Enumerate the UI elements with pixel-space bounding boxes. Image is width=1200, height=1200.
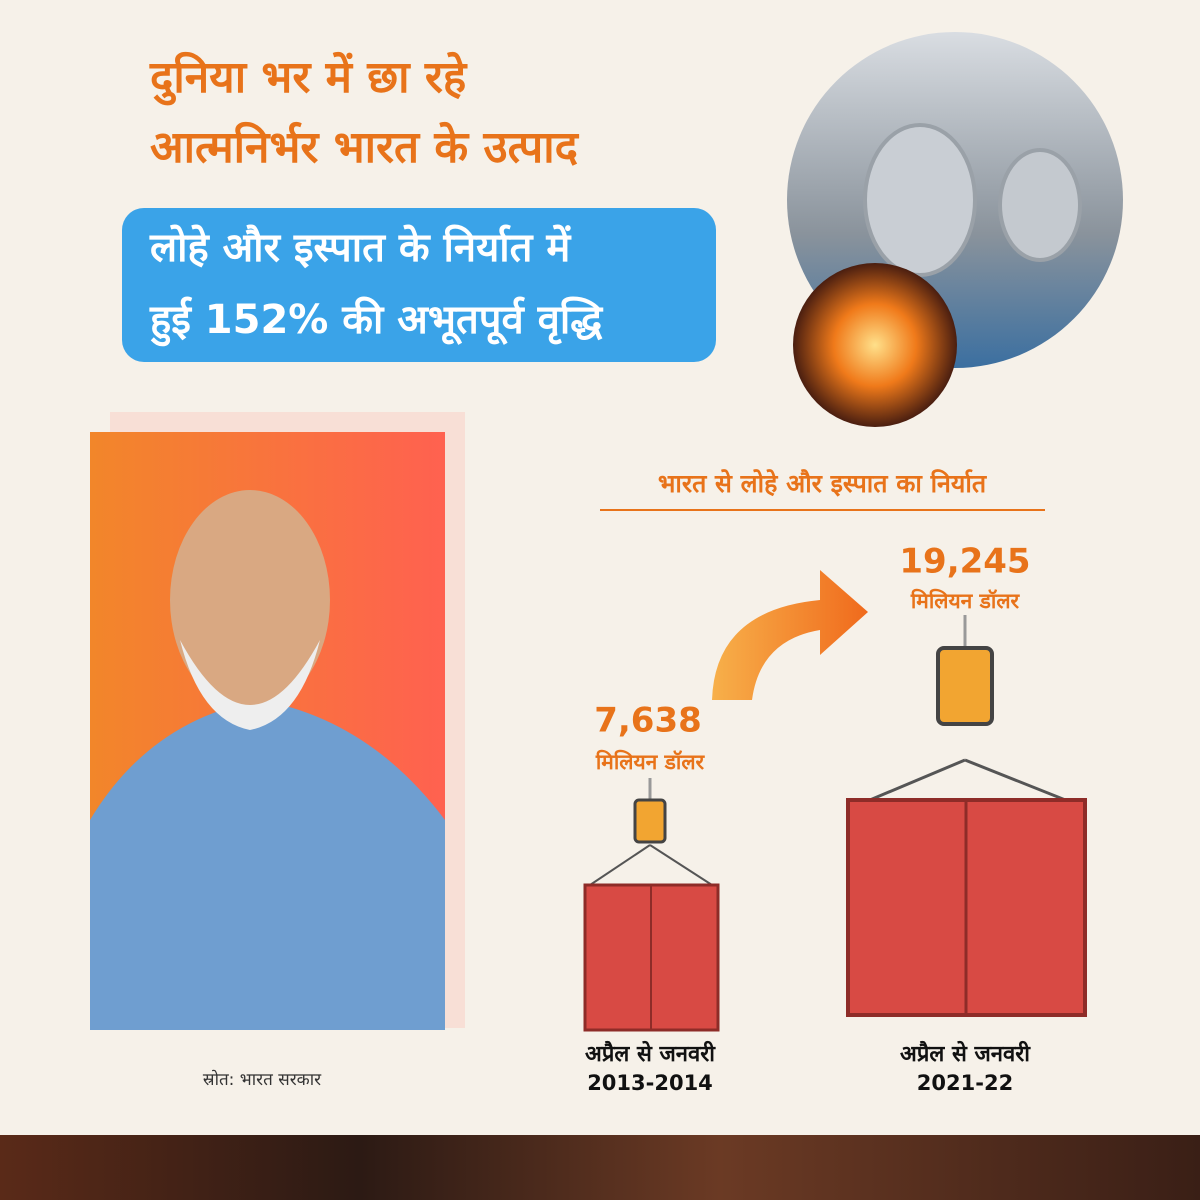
period: अप्रैल से जनवरी [585, 1040, 716, 1067]
source: स्रोत: भारत सरकार [203, 1069, 322, 1090]
title-line: आत्मनिर्भर भारत के उत्पाद [150, 121, 580, 173]
container-large [846, 615, 1087, 1017]
portrait-face [170, 490, 330, 710]
years: 2021-22 [917, 1071, 1013, 1095]
chart-heading: भारत से लोहे और इस्पात का निर्यात [658, 469, 988, 498]
title-line: दुनिया भर में छा रहे [149, 51, 468, 106]
growth-arrow [712, 570, 868, 700]
footer-strip [0, 1135, 1200, 1200]
value: 19,245 [899, 542, 1030, 582]
portrait-figure [90, 700, 445, 1030]
container-small [583, 778, 720, 1032]
portrait-beard [180, 640, 320, 730]
value: 7,638 [594, 701, 702, 741]
coil [863, 123, 977, 277]
unit: मिलियन डॉलर [910, 588, 1021, 613]
highlight-line: हुई 152% की अभूतपूर्व वृद्धि [149, 296, 603, 347]
unit: मिलियन डॉलर [595, 749, 706, 774]
highlight-line: लोहे और इस्पात के निर्यात में [149, 224, 572, 271]
years: 2013-2014 [587, 1071, 713, 1095]
highlight-box [122, 208, 716, 362]
coil [998, 148, 1082, 262]
furnace-photo [793, 263, 957, 427]
period: अप्रैल से जनवरी [900, 1040, 1031, 1067]
